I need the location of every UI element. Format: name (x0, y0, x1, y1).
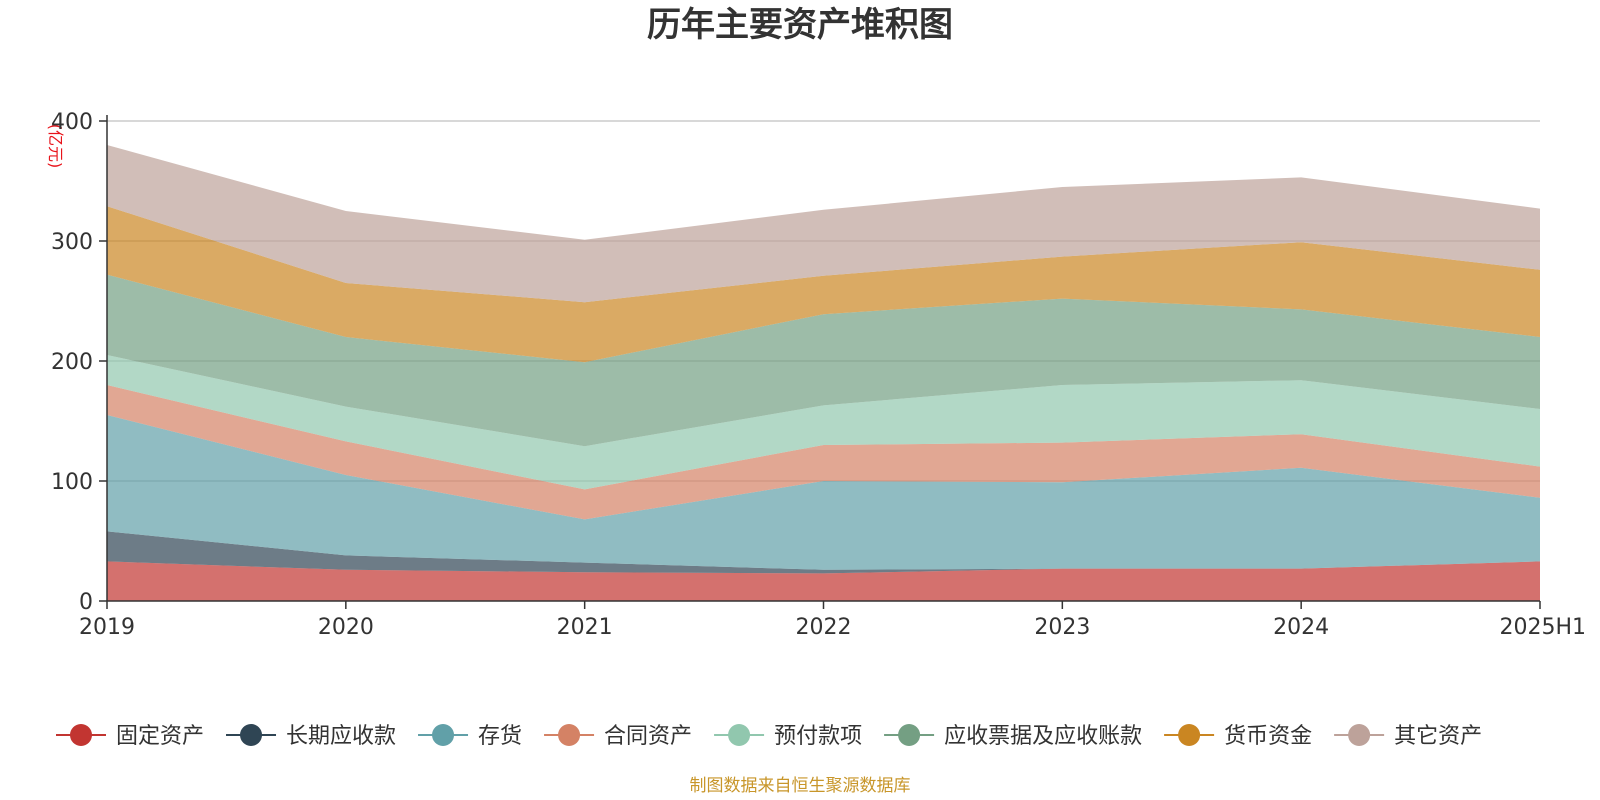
area-series-6 (107, 274, 1540, 447)
legend-marker-icon (558, 724, 581, 746)
legend-marker-icon (432, 724, 455, 746)
area-series-1 (107, 561, 1540, 601)
area-series-group (107, 145, 1540, 601)
x-tick-label: 2019 (79, 615, 135, 640)
y-tick-label: 100 (51, 470, 93, 495)
legend-marker-icon (240, 724, 263, 746)
data-source-note: 制图数据来自恒生聚源数据库 (690, 776, 911, 796)
legend-label: 预付款项 (774, 724, 862, 749)
x-tick-label: 2021 (557, 615, 613, 640)
x-tick-label: 2022 (796, 615, 852, 640)
legend-item[interactable]: 长期应收款 (226, 724, 396, 749)
area-series-2 (107, 531, 1540, 574)
area-series-5 (107, 355, 1540, 490)
y-axis-unit: (亿元) (46, 124, 65, 169)
y-tick-label: 300 (51, 230, 93, 255)
legend-label: 固定资产 (116, 724, 204, 749)
area-series-8 (107, 145, 1540, 303)
legend-item[interactable]: 固定资产 (56, 724, 204, 749)
legend: 固定资产 长期应收款 存货 合同资产 预付款项 应收票据及应收账款 货币资金 其它资产 (56, 724, 1482, 749)
chart-title: 历年主要资产堆积图 (647, 5, 953, 45)
legend-item[interactable]: 货币资金 (1164, 724, 1312, 749)
legend-marker-icon (1178, 724, 1201, 746)
axes: 0 100 200 300 400 2019 2020 2021 2022 2023 2024 202… (51, 110, 1586, 640)
x-tick-label: 2024 (1273, 615, 1329, 640)
area-series-3 (107, 415, 1540, 570)
legend-item[interactable]: 合同资产 (544, 724, 692, 749)
x-tick-label: 2025H1 (1499, 615, 1586, 640)
legend-label: 货币资金 (1224, 724, 1312, 749)
area-series-4 (107, 385, 1540, 520)
legend-item[interactable]: 应收票据及应收账款 (884, 724, 1142, 749)
legend-marker-icon (898, 724, 921, 746)
legend-item[interactable]: 存货 (418, 724, 522, 749)
legend-marker-icon (1348, 724, 1371, 746)
y-tick-label: 400 (51, 110, 93, 135)
area-series-7 (107, 206, 1540, 363)
y-tick-label: 200 (51, 350, 93, 375)
x-tick-label: 2020 (318, 615, 374, 640)
legend-label: 其它资产 (1394, 724, 1482, 749)
legend-item[interactable]: 其它资产 (1334, 724, 1482, 749)
legend-label: 合同资产 (604, 724, 692, 749)
legend-item[interactable]: 预付款项 (714, 724, 862, 749)
x-tick-label: 2023 (1034, 615, 1090, 640)
legend-label: 存货 (478, 724, 522, 749)
y-tick-label: 0 (79, 590, 93, 615)
legend-marker-icon (70, 724, 92, 746)
legend-label: 应收票据及应收账款 (944, 724, 1142, 749)
legend-marker-icon (728, 724, 751, 746)
legend-label: 长期应收款 (286, 724, 396, 749)
